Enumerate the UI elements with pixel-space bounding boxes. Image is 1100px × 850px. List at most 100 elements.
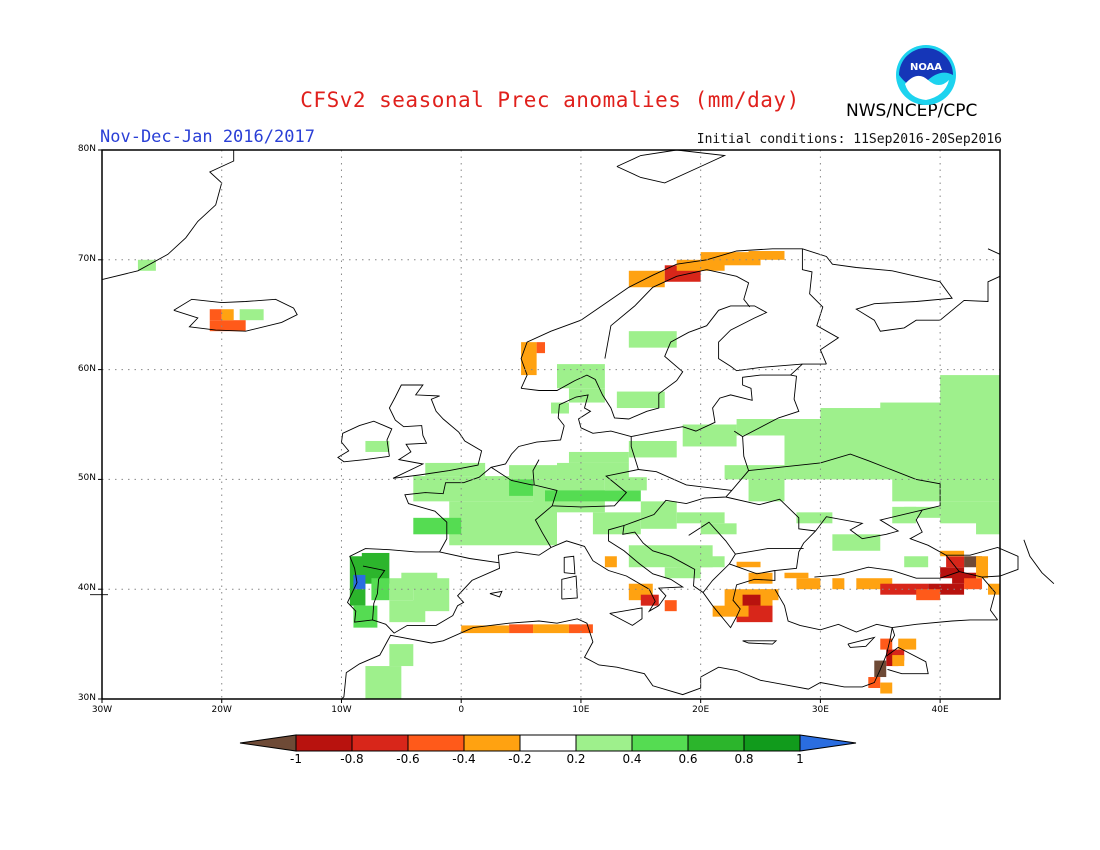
season-subtitle: Nov-Dec-Jan 2016/2017 [100,127,315,147]
coastline-segment [616,149,727,184]
colorbar-bin [351,734,409,752]
coastline-segment [886,646,929,675]
lon-label: 20E [692,705,710,715]
anomaly-cell [137,259,156,271]
anomaly-cell [700,523,737,535]
anomaly-cell [880,583,929,595]
anomaly-cell [568,624,593,634]
anomaly-cell [916,589,941,601]
anomaly-cell [551,402,569,414]
anomaly-cell [616,391,665,409]
anomaly-cell [604,556,617,568]
colorbar-arrow-high [799,734,857,752]
coastline-segment [946,547,1019,578]
anomaly-cell [898,638,917,650]
anomaly-cell [832,534,881,551]
coastline-segment [604,269,707,359]
coastline-segment [101,150,235,281]
coastline-segment [388,384,483,479]
lon-label: 30E [811,705,829,715]
colorbar-label: -0.8 [340,752,364,766]
anomaly-cell [784,572,809,579]
anomaly-cell [664,600,677,612]
lat-label: 50N [77,473,96,484]
anomaly-cell [976,556,989,579]
coastline-segment [563,555,576,575]
colorbar-bin [407,734,465,752]
anomaly-cell [760,589,779,601]
coastline-segment [557,394,592,428]
logo-text: NOAA [910,62,942,73]
anomaly-cell [832,578,845,590]
coastline-segment [847,636,876,648]
colorbar-label: -0.2 [508,752,532,766]
coastline-segment [735,548,804,555]
anomaly-cell [904,506,941,518]
lat-label: 40N [77,583,96,594]
coastline-segment [534,505,553,548]
anomaly-cell [365,440,390,452]
anomaly-cell [856,578,893,590]
anomaly-cell [796,578,821,590]
lat-label: 30N [77,693,96,703]
anomaly-cell [880,682,893,694]
colorbar [239,734,857,752]
coastlines [90,149,1055,700]
coastline-segment [521,305,827,420]
anomaly-cell [640,501,677,529]
colorbar-arrow-low [239,734,297,752]
coastline-segment [742,374,800,437]
anomaly-cell [353,605,378,628]
anomaly-cell [748,251,785,260]
colorbar-label: -0.4 [452,752,476,766]
anomaly-cell [221,309,234,321]
anomaly-cell [904,556,929,568]
anomaly-cell [640,594,659,606]
lon-label: 20W [211,705,232,715]
anomaly-cell [556,462,629,480]
anomaly-cell [892,506,917,524]
anomaly-cell [736,561,761,568]
anomaly-cell [964,556,983,568]
colorbar-bin [687,734,745,752]
coastline-segment [337,420,393,463]
anomaly-cell [604,477,647,491]
colorbar-label: -1 [290,752,302,766]
colorbar-label: -0.6 [396,752,420,766]
initial-conditions: Initial conditions: 11Sep2016-20Sep2016 [696,132,1002,147]
lon-label: 0 [458,705,465,715]
coastline-segment [489,590,503,598]
anomaly-cell [371,578,390,601]
anomaly-cell [676,556,725,568]
lon-label: 10W [331,705,352,715]
coastline-segment [1023,539,1055,585]
colorbar-bin [295,734,353,752]
colorbar-bin [575,734,633,752]
colorbar-label: 0.2 [566,752,586,766]
colorbar-bin [519,734,577,752]
colorbar-label: 0.6 [678,752,698,766]
anomaly-cell [545,490,641,502]
coastline-segment [362,565,386,620]
coastline-segment [561,575,578,600]
anomaly-cell [712,605,749,617]
anomaly-cell [748,572,773,584]
anomaly-cell [628,331,677,348]
lon-label: 30W [91,705,113,715]
anomaly-cell [536,342,546,354]
graticule [102,150,1000,699]
anomaly-cell [856,457,1000,480]
coastline-segment [801,248,840,365]
anomaly-cell [461,625,510,634]
anomaly-cell [748,479,785,502]
anomaly-cell [880,638,893,650]
coastline-segment [729,563,775,575]
anomaly-cell [892,655,905,667]
anomaly-cell [209,309,222,321]
coastline-segment [609,607,643,626]
map-frame [101,149,1001,700]
colorbar-label: 1 [796,752,804,766]
coastline-segment [520,248,1001,389]
colorbar-bin [631,734,689,752]
coastline-segment [580,363,803,438]
